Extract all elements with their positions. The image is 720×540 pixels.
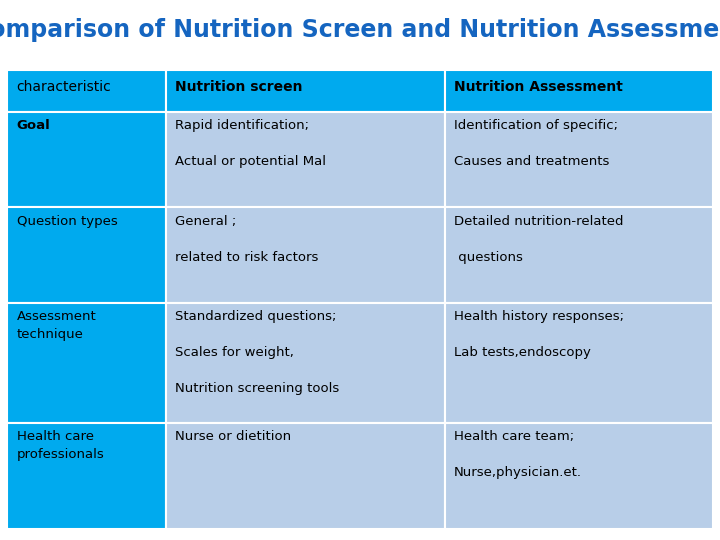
Text: Nurse or dietition: Nurse or dietition: [176, 430, 292, 443]
Text: Comparison of Nutrition Screen and Nutrition Assessment: Comparison of Nutrition Screen and Nutri…: [0, 18, 720, 42]
Text: Identification of specific;

Causes and treatments: Identification of specific; Causes and t…: [454, 119, 618, 168]
Bar: [7, 302, 166, 423]
Bar: [166, 423, 445, 529]
Text: Health history responses;

Lab tests,endoscopy: Health history responses; Lab tests,endo…: [454, 310, 624, 359]
Bar: [7, 70, 166, 111]
Text: Goal: Goal: [17, 119, 50, 132]
Bar: [7, 207, 166, 302]
Bar: [166, 207, 445, 302]
Text: Health care team;

Nurse,physician.et.: Health care team; Nurse,physician.et.: [454, 430, 582, 480]
Bar: [445, 70, 713, 111]
Text: Standardized questions;

Scales for weight,

Nutrition screening tools: Standardized questions; Scales for weigh…: [176, 310, 340, 395]
Text: Question types: Question types: [17, 214, 117, 228]
Text: Nutrition screen: Nutrition screen: [176, 80, 303, 94]
Text: Nutrition Assessment: Nutrition Assessment: [454, 80, 623, 94]
Bar: [445, 207, 713, 302]
Bar: [166, 111, 445, 207]
Bar: [166, 302, 445, 423]
Bar: [7, 423, 166, 529]
Text: Detailed nutrition-related

 questions: Detailed nutrition-related questions: [454, 214, 624, 264]
Text: Rapid identification;

Actual or potential Mal: Rapid identification; Actual or potentia…: [176, 119, 326, 168]
Bar: [445, 423, 713, 529]
Text: General ;

related to risk factors: General ; related to risk factors: [176, 214, 319, 264]
Bar: [445, 111, 713, 207]
Text: characteristic: characteristic: [17, 80, 112, 94]
Text: Health care
professionals: Health care professionals: [17, 430, 104, 461]
Bar: [7, 111, 166, 207]
Bar: [166, 70, 445, 111]
Bar: [445, 302, 713, 423]
Text: Assessment
technique: Assessment technique: [17, 310, 96, 341]
